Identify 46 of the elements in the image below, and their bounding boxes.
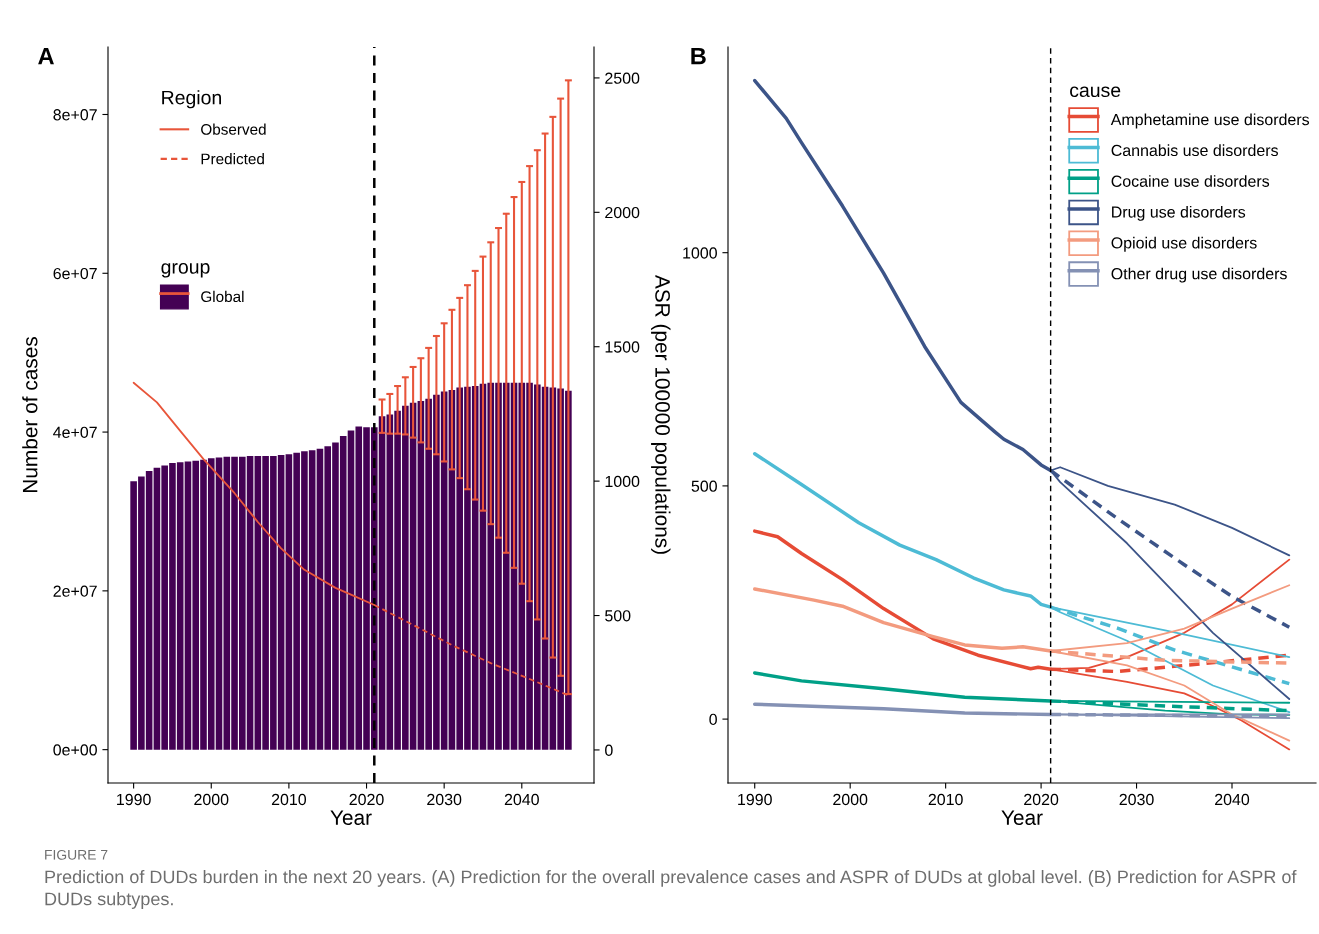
x-axis-title: Year: [1001, 810, 1043, 825]
text: Region: [162, 90, 221, 109]
x-tick-label: 2040: [504, 793, 539, 806]
chart-title: A: [38, 47, 54, 65]
text: Prediction of DUDs burden in the next 20 years. (A) Prediction for the overall prevalence cases and ASPR of DUDs at global level. (B) Prediction for ASPR of DUDs subtypes.: [45, 870, 1297, 909]
y-tick-label: 0e+00: [53, 744, 97, 756]
x-tick-label: 2010: [271, 793, 307, 806]
y2-tick-label: 2000: [605, 206, 640, 219]
y2-tick-label: 1000: [605, 475, 640, 488]
y2-tick-label: 1500: [605, 341, 640, 353]
legend-label: Drug use disorders: [1112, 205, 1246, 221]
y-tick-label: 500: [691, 480, 717, 492]
legend-label: Cocaine use disorders: [1111, 175, 1270, 187]
caption: FIGURE 7: [45, 849, 108, 860]
y2-tick-label: 2500: [605, 72, 640, 84]
x-tick-label: 1990: [738, 793, 772, 806]
y-tick-label: 0: [709, 713, 717, 726]
y-tick-label: 2e+07: [53, 585, 97, 597]
y-tick-label: 6e+07: [53, 267, 97, 280]
legend-label: Global: [201, 290, 244, 303]
y-tick-label: 4e+07: [53, 426, 97, 439]
y2-axis-title: ASR (per 100000 populations): [651, 274, 671, 554]
y-tick-label: 1000: [683, 247, 717, 259]
y-axis-title: Number of cases: [22, 337, 38, 493]
x-tick-label: 2020: [1024, 793, 1059, 806]
x-tick-label: 2030: [1119, 793, 1154, 806]
x-tick-label: 2040: [1215, 793, 1250, 806]
chart-title: B: [691, 47, 706, 65]
legend-label: Opioid use disorders: [1111, 236, 1257, 252]
legend-label: Observed: [201, 123, 266, 135]
legend-label: Other drug use disorders: [1111, 267, 1287, 283]
x-tick-label: 2020: [349, 793, 384, 806]
legend-label: Predicted: [201, 153, 264, 165]
x-tick-label: 2000: [833, 793, 868, 806]
y2-tick-label: 500: [605, 610, 631, 622]
x-tick-label: 2000: [194, 793, 229, 806]
x-axis-title: Year: [330, 810, 372, 825]
legend-label: Amphetamine use disorders: [1110, 113, 1310, 129]
y-tick-label: 8e+07: [53, 109, 97, 121]
x-tick-label: 2030: [427, 793, 462, 806]
x-tick-label: 2010: [928, 793, 963, 806]
x-tick-label: 1990: [117, 793, 151, 806]
legend-title: cause: [1070, 86, 1121, 98]
legend-label: Cannabis use disorders: [1111, 144, 1278, 157]
text: group: [161, 263, 210, 278]
y2-tick-label: 0: [605, 744, 613, 756]
